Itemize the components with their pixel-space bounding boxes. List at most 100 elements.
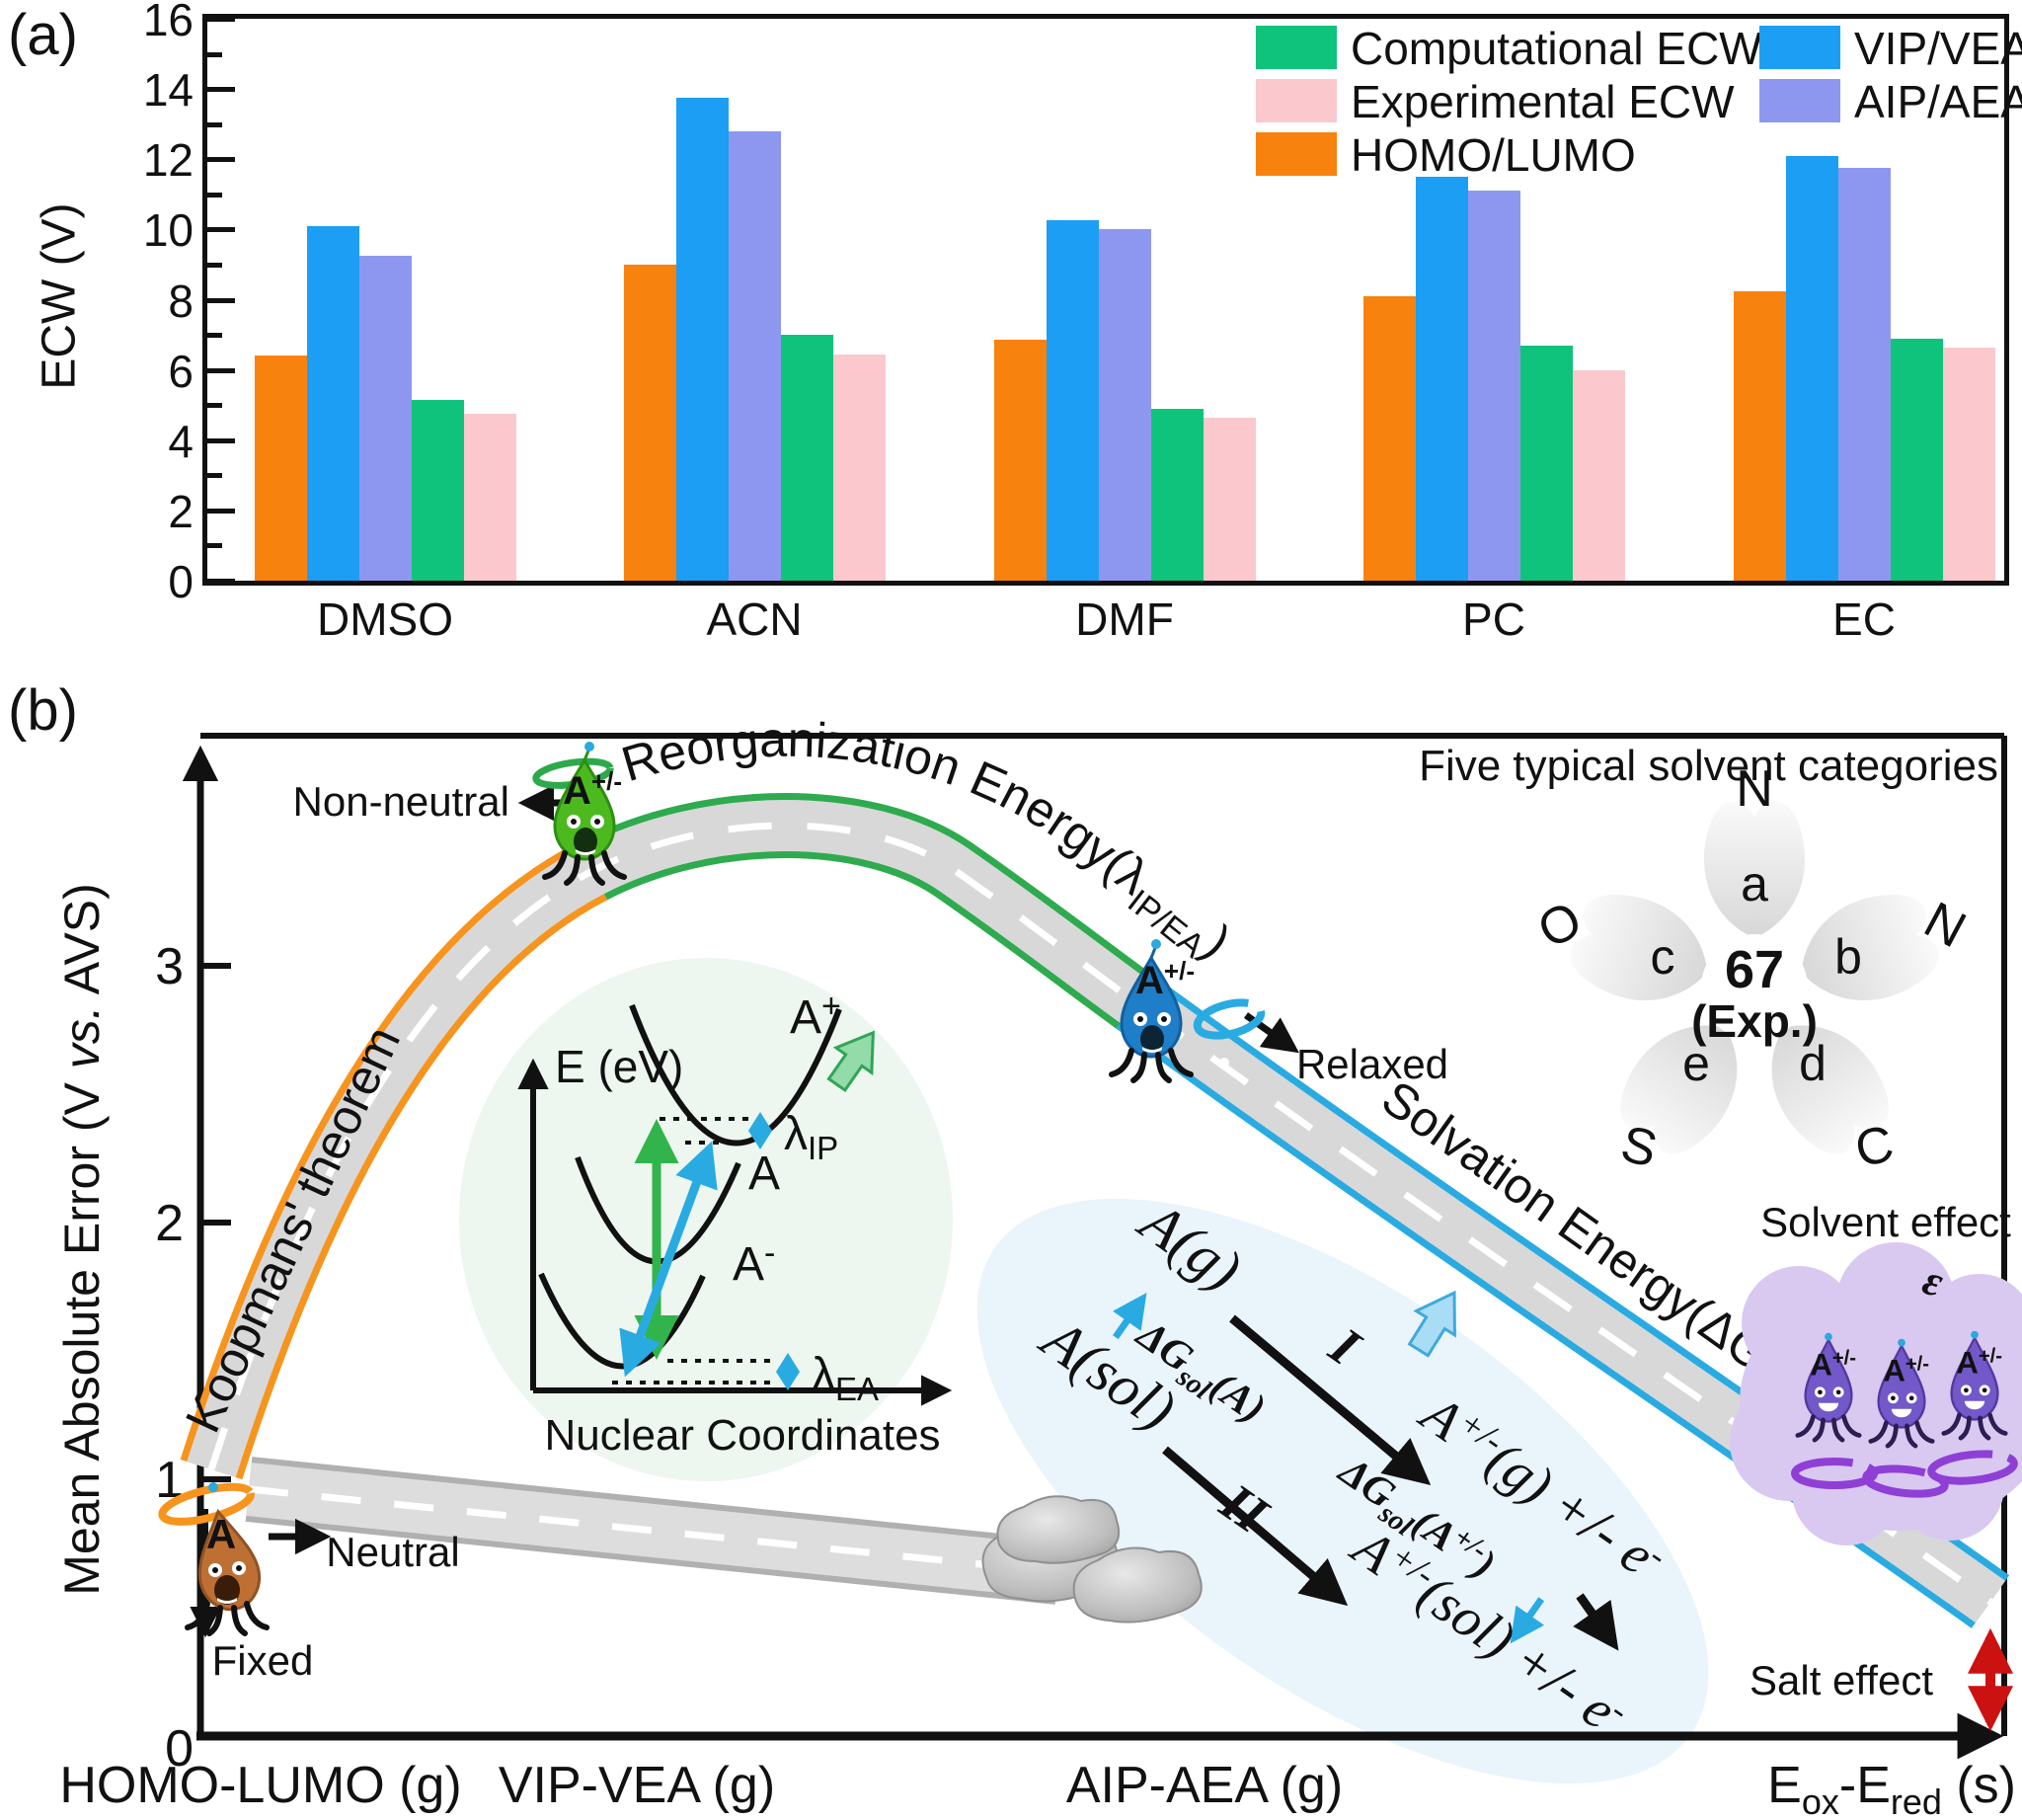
- lambda-ip-diamond: [748, 1112, 772, 1149]
- panel-a-y-tick: [207, 333, 222, 339]
- flower-title: Five typical solvent categories: [1419, 742, 1998, 790]
- lambda-ea-label: λEA: [812, 1349, 879, 1407]
- panel-a-y-tick: [207, 437, 235, 443]
- petal-c: [1570, 895, 1708, 1000]
- flower-outer-c: C: [1850, 1115, 1899, 1179]
- category-label-acn: ACN: [706, 593, 803, 645]
- neutral-road: [245, 1457, 1062, 1605]
- bar-pc-4: [1572, 369, 1625, 581]
- panel-b-label: (b): [8, 678, 78, 743]
- non-neutral-label: Non-neutral: [293, 778, 509, 825]
- bar-dmf-3: [1150, 408, 1204, 581]
- panel-a-y-tick-label: 10: [142, 204, 194, 257]
- bar-dmf-2: [1098, 229, 1151, 581]
- panel-a-y-tick-label: 16: [142, 0, 194, 45]
- hoop-dot: [1219, 1058, 1229, 1068]
- scheme-background: [976, 1198, 1709, 1784]
- orange-character-label: A: [206, 1511, 236, 1557]
- legend-swatch: [1759, 26, 1840, 69]
- category-label-pc: PC: [1462, 593, 1525, 645]
- fixed-label: Fixed: [212, 1637, 314, 1684]
- label-a-minus: A-: [733, 1234, 775, 1291]
- x-label-homo-lumo: HOMO-LUMO (g): [59, 1757, 461, 1814]
- adiabatic-arrow: [619, 1141, 718, 1378]
- panel-a-y-tick: [207, 262, 222, 268]
- bar-pc-1: [1415, 177, 1468, 581]
- petal-b: [1801, 895, 1939, 1000]
- bar-ec-0: [1733, 290, 1786, 581]
- x-label-vip-vea: VIP-VEA (g): [499, 1757, 775, 1814]
- panel-a-label: (a): [8, 3, 78, 67]
- panel-a-y-tick: [207, 157, 235, 163]
- inset-y-label: E (eV): [555, 1041, 683, 1092]
- panel-a-y-tick-label: 4: [168, 415, 194, 467]
- bar-pc-2: [1467, 191, 1520, 581]
- petal-a: [1703, 801, 1806, 938]
- petal-e: [1620, 1025, 1738, 1154]
- scheme-down-arrow: [1573, 1593, 1619, 1651]
- category-label-dmso: DMSO: [317, 593, 453, 645]
- purple-molecule-characters: A+/- A+/-: [1791, 1330, 2018, 1498]
- blue-molecule-character: A+/-: [1109, 939, 1195, 1083]
- panel-a-y-tick-label: 0: [168, 556, 194, 607]
- panel-a-y-tick: [207, 579, 235, 584]
- neutral-label: Neutral: [326, 1529, 459, 1575]
- y-tick-label-3: 3: [155, 938, 184, 995]
- legend-label: HOMO/LUMO: [1351, 129, 1636, 181]
- bar-ec-2: [1837, 168, 1891, 581]
- purple-character-label: A+/-: [1956, 1346, 2002, 1381]
- petal-d: [1771, 1025, 1889, 1154]
- koopmans-theorem-label: Koopmans' theorem: [175, 1018, 411, 1441]
- panel-a-y-tick: [207, 87, 235, 93]
- solvation-up-arrow-icon: [1407, 1290, 1456, 1358]
- panel-a-y-tick: [207, 543, 222, 549]
- y-tick-label-0: 0: [165, 1720, 194, 1778]
- bar-pc-0: [1362, 295, 1416, 581]
- flower-caption: (Exp.): [1691, 995, 1818, 1047]
- bar-chart-plot-area: [202, 14, 2009, 586]
- purple-hoops-icon: [1791, 1450, 2018, 1498]
- label-a-plus: A+: [790, 988, 841, 1044]
- y-tick-label-2: 2: [155, 1195, 184, 1252]
- petal-c-label: c: [1651, 929, 1675, 985]
- panel-a-y-tick: [207, 192, 222, 198]
- petal-d-label: d: [1799, 1036, 1827, 1091]
- purple-character-label: A+/-: [1883, 1354, 1929, 1388]
- bar-dmf-1: [1046, 220, 1099, 581]
- bar-dmso-3: [411, 399, 464, 581]
- bar-acn-1: [675, 98, 729, 581]
- panel-a-y-tick: [207, 121, 222, 127]
- bar-acn-2: [728, 130, 781, 581]
- inset-x-label: Nuclear Coordinates: [544, 1411, 940, 1460]
- parabola-a-plus: [629, 1003, 842, 1147]
- reorganization-up-arrow-icon: [826, 1030, 875, 1093]
- green-molecule-character: A+/-: [532, 742, 627, 886]
- bar-dmso-0: [254, 356, 307, 581]
- panel-a-y-tick: [207, 227, 235, 233]
- panel-a-y-tick: [207, 297, 235, 303]
- blue-character-label: A+/-: [1135, 956, 1195, 1002]
- bar-acn-0: [623, 264, 676, 581]
- panel-a-y-tick-label: 6: [168, 345, 194, 397]
- scheme-arrow-I: [1229, 1314, 1432, 1486]
- panel-a-y-tick: [207, 403, 222, 409]
- scheme-arrow-II: [1162, 1446, 1349, 1607]
- label-a: A: [748, 1147, 780, 1200]
- petal-e-label: e: [1682, 1036, 1710, 1091]
- hoop-icon: [1193, 998, 1266, 1040]
- lambda-ip-label: λIP: [784, 1108, 838, 1166]
- legend-swatch: [1256, 132, 1337, 176]
- category-label-dmf: DMF: [1075, 593, 1174, 645]
- panel-a-y-tick: [207, 473, 222, 479]
- bar-dmso-2: [358, 256, 412, 581]
- legend-swatch: [1256, 79, 1337, 122]
- petal-a-label: a: [1741, 856, 1768, 911]
- panel-a-y-tick: [207, 17, 235, 22]
- panel-a-y-tick: [207, 51, 222, 57]
- category-label-ec: EC: [1832, 593, 1896, 645]
- bar-dmf-0: [993, 340, 1047, 581]
- panel-a-y-tick-label: 8: [168, 275, 194, 327]
- purple-character-label: A+/-: [1810, 1348, 1856, 1383]
